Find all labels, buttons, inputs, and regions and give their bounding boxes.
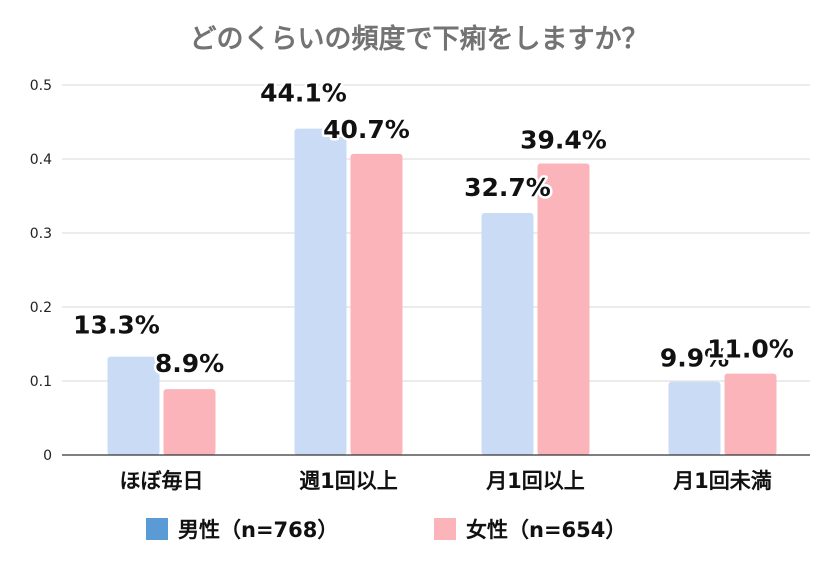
bar-female — [163, 389, 216, 455]
data-label: 8.9% — [155, 349, 224, 378]
x-tick-label: 週1回以上 — [299, 469, 398, 493]
data-label: 44.1% — [260, 79, 347, 108]
data-label: 11.0% — [707, 335, 794, 364]
bar-male — [294, 128, 347, 455]
x-tick-label: 月1回未満 — [672, 469, 772, 493]
y-tick-label: 0.2 — [30, 300, 52, 316]
y-tick-label: 0.4 — [30, 152, 52, 168]
legend-label: 女性（n=654） — [466, 518, 626, 542]
bar-male — [481, 213, 534, 455]
bar-male — [107, 356, 160, 455]
bar-female — [724, 373, 777, 455]
data-labels: 13.3% 8.9% 44.1% 40.7% 32.7% 39.4% 9.9%11.0% — [71, 76, 797, 380]
x-tick-label: ほぼ毎日 — [120, 469, 204, 493]
data-label: 39.4% — [520, 125, 607, 154]
y-tick-label: 0.1 — [30, 374, 52, 390]
y-tick-label: 0.3 — [30, 226, 52, 242]
legend: 男性（n=768） 女性（n=654） — [146, 518, 626, 542]
legend-swatch — [434, 518, 456, 540]
chart-title: どのくらいの頻度で下痢をしますか？ — [190, 23, 649, 55]
gridlines — [62, 84, 810, 382]
y-tick-label: 0 — [43, 448, 52, 464]
legend-label: 男性（n=768） — [178, 518, 338, 542]
y-tick-label: 0.5 — [30, 78, 52, 94]
x-axis-ticks: ほぼ毎日 週1回以上 月1回以上 月1回未満 — [120, 469, 772, 493]
bar-female — [537, 163, 590, 455]
x-tick-label: 月1回以上 — [485, 469, 585, 493]
y-axis-ticks: 0 0.1 0.2 0.3 0.4 0.5 — [30, 78, 52, 464]
bar-male — [668, 381, 721, 455]
bars — [107, 128, 777, 455]
legend-swatch — [146, 518, 168, 540]
data-label: 13.3% — [73, 311, 160, 340]
data-label: 32.7% — [464, 173, 551, 202]
bar-female — [350, 153, 403, 455]
data-label: 40.7% — [323, 115, 410, 144]
data-label: 9.9% — [660, 344, 729, 373]
